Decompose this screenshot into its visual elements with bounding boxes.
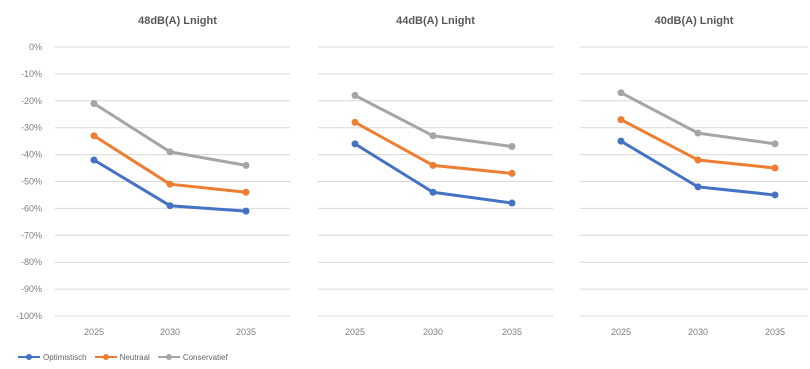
data-point-conservatief — [242, 161, 250, 169]
data-point-optimistisch — [90, 156, 98, 164]
data-point-conservatief — [508, 143, 516, 151]
y-tick-label: -80% — [21, 257, 42, 267]
data-point-neutraal — [351, 118, 359, 126]
legend-swatch-optimistisch — [18, 351, 40, 363]
legend-item-conservatief: Conservatief — [157, 351, 228, 363]
data-point-conservatief — [771, 140, 779, 148]
chart-panel-1: 0% -10% -20% -30% -40% -50% -60% -70% -80% -90% -1… — [16, 15, 290, 337]
y-tick-label: -10% — [21, 69, 42, 79]
y-tick-label: -90% — [21, 284, 42, 294]
data-point-neutraal — [617, 116, 625, 124]
x-tick-label: 2030 — [423, 327, 443, 337]
x-tick-label: 2030 — [160, 327, 180, 337]
y-tick-label: -20% — [21, 96, 42, 106]
data-point-optimistisch — [694, 183, 702, 191]
legend-label: Neutraal — [119, 352, 150, 362]
data-point-neutraal — [90, 132, 98, 140]
data-point-optimistisch — [166, 202, 174, 210]
chart-title: 44dB(A) Lnight — [396, 15, 475, 27]
y-tick-label: -70% — [21, 230, 42, 240]
data-point-conservatief — [694, 129, 702, 137]
y-tick-label: -30% — [21, 123, 42, 133]
data-point-conservatief — [90, 99, 98, 107]
y-tick-label: -40% — [21, 150, 42, 160]
legend-item-neutraal: Neutraal — [94, 351, 150, 363]
y-tick-label: -50% — [21, 177, 42, 187]
data-point-optimistisch — [771, 191, 779, 199]
legend-item-optimistisch: Optimistisch — [18, 351, 87, 363]
data-point-optimistisch — [351, 140, 359, 148]
chart-title: 48dB(A) Lnight — [138, 15, 217, 27]
chart-panel-2: 44dB(A) Lnight 2025 2030 2035 — [318, 15, 553, 337]
data-point-neutraal — [242, 188, 250, 196]
data-point-optimistisch — [429, 188, 437, 196]
data-point-conservatief — [429, 132, 437, 140]
data-point-neutraal — [166, 180, 174, 188]
x-tick-label: 2035 — [765, 327, 785, 337]
data-point-optimistisch — [508, 199, 516, 207]
data-point-neutraal — [694, 156, 702, 164]
x-tick-label: 2030 — [688, 327, 708, 337]
legend-swatch-neutraal — [94, 351, 117, 363]
x-tick-label: 2025 — [611, 327, 631, 337]
x-tick-label: 2035 — [236, 327, 256, 337]
series-line-conservatief — [92, 101, 248, 167]
x-tick-label: 2035 — [502, 327, 522, 337]
data-point-conservatief — [617, 89, 625, 97]
data-point-neutraal — [771, 164, 779, 172]
legend: Optimistisch Neutraal Conservatief — [18, 351, 228, 363]
y-tick-label: 0% — [29, 42, 42, 52]
chart-panel-3: 40dB(A) Lnight 2025 2030 2035 — [580, 15, 808, 337]
data-point-conservatief — [351, 91, 359, 99]
y-tick-label: -60% — [21, 203, 42, 213]
legend-label: Optimistisch — [43, 352, 87, 362]
data-point-neutraal — [429, 161, 437, 169]
x-tick-label: 2025 — [84, 327, 104, 337]
legend-swatch-conservatief — [157, 351, 180, 363]
data-point-optimistisch — [617, 137, 625, 145]
data-point-conservatief — [166, 148, 174, 156]
x-tick-label: 2025 — [345, 327, 365, 337]
legend-label: Conservatief — [182, 352, 228, 362]
data-point-optimistisch — [242, 207, 250, 215]
data-point-neutraal — [508, 169, 516, 177]
chart-title: 40dB(A) Lnight — [655, 15, 734, 27]
y-tick-label: -100% — [16, 311, 42, 321]
